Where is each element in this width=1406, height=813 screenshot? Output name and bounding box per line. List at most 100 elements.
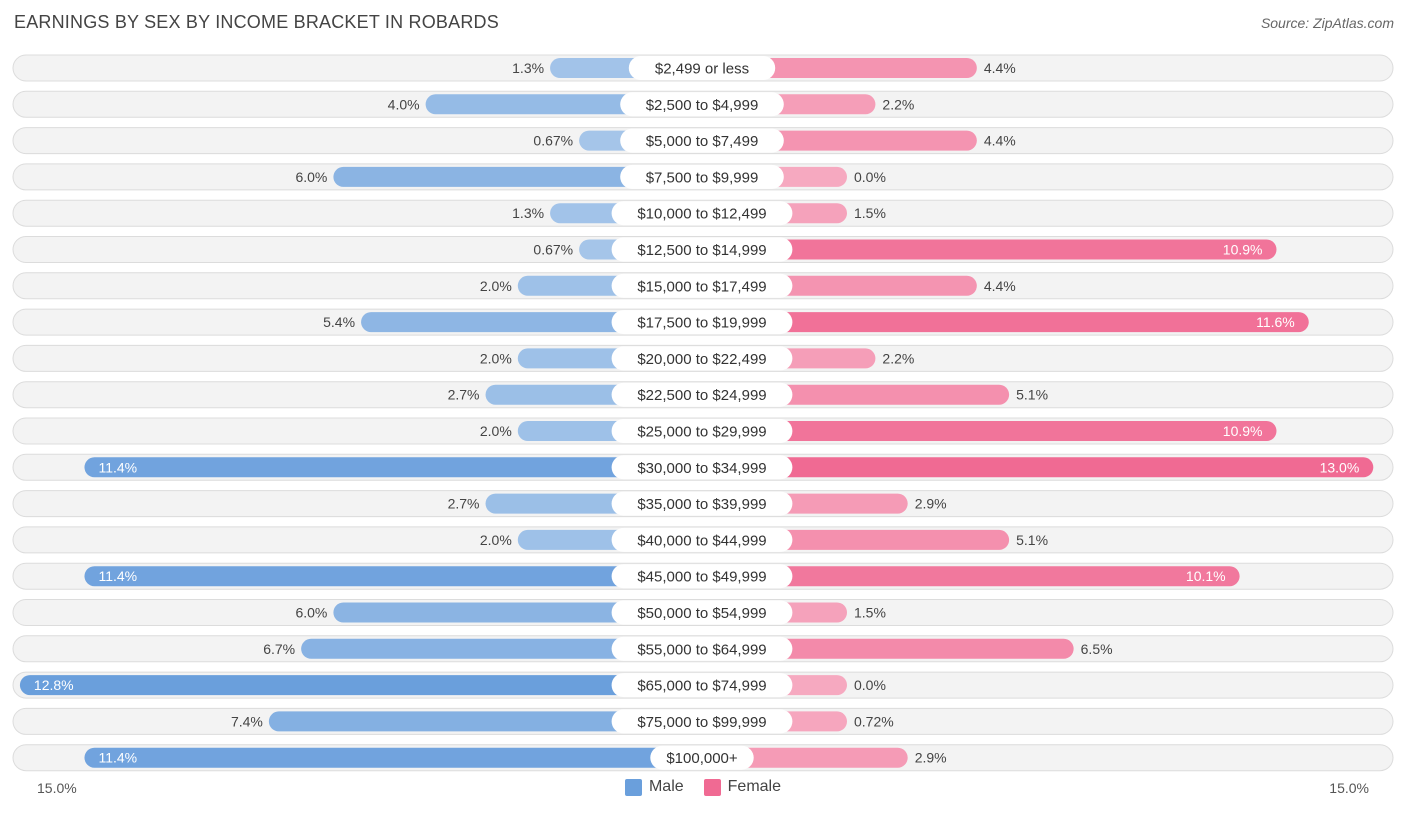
male-value-label: 0.67% [533, 133, 573, 149]
male-value-label: 6.0% [295, 605, 327, 621]
chart-row: 11.4% 10.1% $45,000 to $49,999 [12, 562, 1394, 590]
legend-item-male[interactable]: Male [624, 778, 684, 796]
male-value-label: 6.0% [295, 169, 327, 185]
female-value-label: 0.72% [854, 713, 894, 729]
female-bar [702, 421, 1277, 441]
category-label: $15,000 to $17,499 [637, 278, 766, 295]
male-bar [268, 711, 702, 732]
category-pill [611, 455, 793, 480]
male-value-label: 11.4% [98, 568, 137, 584]
male-value-label: 1.3% [512, 205, 544, 221]
female-value-label: 10.1% [1186, 568, 1226, 584]
legend-label-female: Female [727, 778, 782, 795]
category-label: $75,000 to $99,999 [637, 714, 766, 731]
legend-swatch-female [703, 778, 721, 796]
category-pill [620, 92, 784, 117]
category-pill [611, 636, 793, 661]
chart-row: 2.7% 2.9% $35,000 to $39,999 [12, 490, 1394, 518]
category-label: $65,000 to $74,999 [637, 678, 766, 695]
female-value-label: 6.5% [1081, 641, 1113, 657]
category-label: $40,000 to $44,999 [637, 532, 766, 549]
female-value-label: 2.9% [915, 750, 947, 766]
category-pill [620, 128, 784, 153]
male-bar [84, 747, 702, 768]
category-label: $30,000 to $34,999 [637, 460, 766, 477]
chart-row: 11.4% 2.9% $100,000+ [12, 744, 1394, 772]
chart-row: 12.8% 0.0% $65,000 to $74,999 [12, 671, 1394, 699]
chart-row: 2.0% 10.9% $25,000 to $29,999 [12, 417, 1394, 445]
male-value-label: 7.4% [231, 713, 263, 729]
category-label: $22,500 to $24,999 [637, 387, 766, 404]
male-value-label: 11.4% [98, 750, 137, 766]
male-bar [84, 566, 702, 587]
category-pill [611, 709, 793, 734]
chart-row: 11.4% 13.0% $30,000 to $34,999 [12, 453, 1394, 481]
female-bar [702, 312, 1309, 333]
chart-row: 1.3% 1.5% $10,000 to $12,499 [12, 199, 1394, 227]
chart-plot: 1.3% 4.4% $2,499 or less 4.0% 2.2% $2,500 to … [12, 54, 1394, 772]
male-value-label: 11.4% [98, 459, 137, 475]
male-bar [84, 457, 702, 478]
legend: Male Female [0, 778, 1406, 796]
category-pill [650, 745, 754, 770]
chart-row: 0.67% 4.4% $5,000 to $7,499 [12, 127, 1394, 155]
female-value-label: 5.1% [1016, 387, 1048, 403]
chart-row: 2.0% 2.2% $20,000 to $22,499 [12, 344, 1394, 372]
category-label: $17,500 to $19,999 [637, 315, 766, 332]
male-bar [333, 166, 702, 187]
chart-row: 6.7% 6.5% $55,000 to $64,999 [12, 635, 1394, 663]
chart-title: EARNINGS BY SEX BY INCOME BRACKET IN ROB… [14, 12, 499, 32]
category-label: $20,000 to $22,499 [637, 351, 766, 368]
female-value-label: 1.5% [854, 205, 886, 221]
male-bar [333, 602, 702, 623]
male-value-label: 2.7% [448, 387, 480, 403]
female-value-label: 1.5% [854, 605, 886, 621]
category-label: $35,000 to $39,999 [637, 496, 766, 513]
category-label: $2,499 or less [655, 61, 749, 78]
female-value-label: 2.2% [882, 350, 914, 366]
category-pill [611, 564, 793, 589]
axis-max-label: 15.0% [1329, 780, 1369, 796]
category-pill [628, 56, 776, 80]
chart-source: Source: ZipAtlas.com [1260, 15, 1394, 31]
female-bar [702, 566, 1240, 587]
male-value-label: 6.7% [263, 641, 295, 657]
chart-row: 6.0% 1.5% $50,000 to $54,999 [12, 599, 1394, 626]
male-value-label: 12.8% [34, 677, 74, 693]
chart-row: 4.0% 2.2% $2,500 to $4,999 [12, 90, 1394, 118]
chart-row: 0.67% 10.9% $12,500 to $14,999 [12, 236, 1394, 263]
category-pill [611, 237, 793, 262]
male-value-label: 1.3% [512, 60, 544, 76]
category-label: $50,000 to $54,999 [637, 605, 766, 622]
male-value-label: 2.0% [480, 278, 512, 294]
chart-row: 2.0% 5.1% $40,000 to $44,999 [12, 526, 1394, 554]
category-pill [611, 273, 793, 298]
legend-item-female[interactable]: Female [703, 778, 782, 796]
category-label: $45,000 to $49,999 [637, 569, 766, 586]
category-label: $10,000 to $12,499 [637, 206, 766, 223]
category-pill [611, 491, 793, 516]
female-value-label: 2.2% [882, 96, 914, 112]
axis-min-label: 15.0% [37, 780, 77, 796]
category-label: $5,000 to $7,499 [646, 133, 759, 150]
female-bar [702, 457, 1374, 478]
male-bar [301, 638, 702, 659]
female-value-label: 10.9% [1223, 242, 1263, 258]
female-value-label: 11.6% [1256, 314, 1295, 330]
female-value-label: 13.0% [1320, 459, 1360, 475]
category-pill [611, 419, 793, 443]
female-value-label: 5.1% [1016, 532, 1048, 548]
male-value-label: 5.4% [323, 314, 355, 330]
male-value-label: 2.0% [480, 532, 512, 548]
category-label: $25,000 to $29,999 [637, 424, 766, 441]
female-value-label: 4.4% [984, 60, 1016, 76]
female-value-label: 10.9% [1223, 423, 1263, 439]
female-value-label: 2.9% [915, 496, 947, 512]
female-value-label: 4.4% [984, 278, 1016, 294]
category-pill [611, 310, 793, 335]
category-pill [611, 201, 793, 226]
category-pill [611, 346, 793, 371]
female-value-label: 4.4% [984, 133, 1016, 149]
male-value-label: 2.0% [480, 350, 512, 366]
category-label: $7,500 to $9,999 [646, 169, 759, 186]
